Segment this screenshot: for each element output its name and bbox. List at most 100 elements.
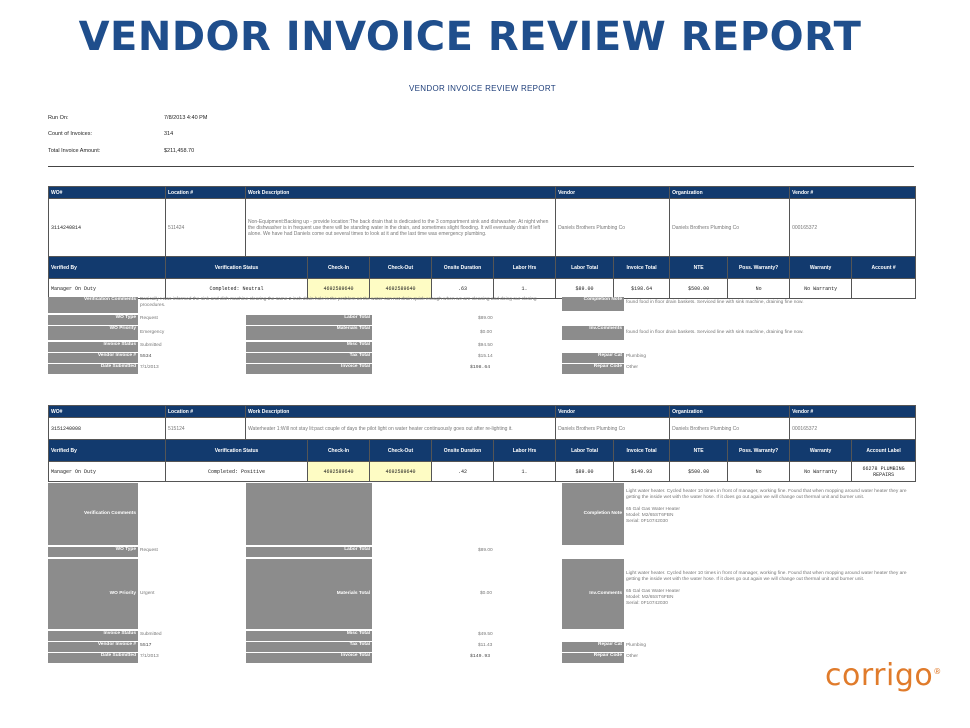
invoice-total-header: Invoice Total xyxy=(613,256,671,279)
vendor-name: Daniels Brothers Plumbing Co xyxy=(555,417,671,440)
record-2-header-row-2: Verified By Verification Status Check-In… xyxy=(48,439,917,462)
vendor-number: 000165372 xyxy=(789,198,917,257)
organization-header: Organization xyxy=(669,186,791,199)
location-header: Location # xyxy=(165,405,246,418)
invoice-status-label: Invoice Status xyxy=(48,631,138,641)
check-out-header: Check-Out xyxy=(369,439,432,462)
account-no-header: Account # xyxy=(851,256,917,279)
nte: $500.00 xyxy=(669,278,729,299)
misc-total-label: Misc Total xyxy=(246,342,372,352)
record-1-details: Verification Comments Basically I was in… xyxy=(48,297,915,377)
record-1-table: WO# Location # Work Description Vendor O… xyxy=(48,186,917,299)
inv-comments-line-3: Model: M2/65ST6FBN xyxy=(626,595,674,600)
check-out: 4692589640 xyxy=(369,278,432,299)
invoice-total-label: Invoice Total xyxy=(246,653,372,663)
completion-note: found food in floor drain baskets. Servi… xyxy=(626,300,804,305)
poss-warranty: No xyxy=(727,461,791,482)
misc-total-label: Misc Total xyxy=(246,631,372,641)
nte-header: NTE xyxy=(669,256,729,279)
repair-code-label: Repair Code xyxy=(562,653,624,663)
repair-cat-label: Repair Cat xyxy=(562,353,624,363)
labor-total-value: $89.00 xyxy=(478,316,493,321)
account-no xyxy=(851,278,917,299)
record-2-values-row: Manager On Duty Completed: Positive 4692… xyxy=(48,461,917,482)
wo-header: WO# xyxy=(48,405,166,418)
wo-header: WO# xyxy=(48,186,166,199)
record-1-values-row: Manager On Duty Completed: Neutral 46925… xyxy=(48,278,917,299)
wo-priority: Emergency xyxy=(140,330,165,335)
check-in-header: Check-In xyxy=(307,439,370,462)
wo-priority-label: WO Priority xyxy=(48,559,138,629)
completion-note: Light water heater. Cycled heater 10 tim… xyxy=(626,489,916,525)
verification-status: Completed: Neutral xyxy=(165,278,308,299)
completion-note-text: Light water heater. Cycled heater 10 tim… xyxy=(626,489,907,500)
vendor-header: Vendor xyxy=(555,186,671,199)
vendor-header: Vendor xyxy=(555,405,671,418)
materials-total-value: $0.00 xyxy=(480,330,493,335)
inv-comments-text: Light water heater. Cycled heater 10 tim… xyxy=(626,571,907,582)
tax-total-value: $15.14 xyxy=(478,354,493,359)
verification-status-header: Verification Status xyxy=(165,256,308,279)
run-on-value: 7/8/2013 4:40 PM xyxy=(164,115,208,121)
verification-comments: Basically I was informed the sink and di… xyxy=(140,297,537,308)
completion-note-label: Completion Note xyxy=(562,483,624,545)
wo-number[interactable]: 3114240814 xyxy=(48,198,166,257)
completion-note-line-3: Model: M2/65ST6FBN xyxy=(626,513,674,518)
account-no: 66278 xyxy=(862,465,878,472)
inv-comments-line-4: Serial: 0F10742030 xyxy=(626,601,668,606)
tax-total-label: Tax Total xyxy=(246,642,372,652)
check-out-header: Check-Out xyxy=(369,256,432,279)
verification-comments-label: Verification Comments xyxy=(48,297,138,313)
record-1-header-row-2: Verified By Verification Status Check-In… xyxy=(48,256,917,279)
labor-total-header: Labor Total xyxy=(555,256,615,279)
labor-hrs: 1. xyxy=(492,278,557,299)
warranty-header: Warranty xyxy=(789,439,853,462)
wo-type: Request xyxy=(140,548,158,553)
date-submitted-label: Date Submitted xyxy=(48,653,138,663)
labor-hrs: 1. xyxy=(492,461,557,482)
work-description-header: Work Description xyxy=(244,405,557,418)
record-1-info-row: 3114240814 511424 Non-Equipment:Backing … xyxy=(48,198,917,257)
report-subtitle: VENDOR INVOICE REVIEW REPORT xyxy=(409,84,556,93)
labor-total-label: Labor Total xyxy=(246,547,372,557)
poss-warranty-header: Poss. Warranty? xyxy=(727,439,791,462)
inv-comments-line-2: 65 Gal Gas Water Heater xyxy=(626,589,680,594)
verification-status: Completed: Positive xyxy=(165,461,308,482)
misc-total-value: $49.50 xyxy=(478,632,493,637)
vendor-number: 000165372 xyxy=(789,417,917,440)
location-header: Location # xyxy=(165,186,246,199)
labor-hrs-header: Labor Hrs xyxy=(492,256,557,279)
labor-total-value: $89.00 xyxy=(478,548,493,553)
verified-by-header: Verified By xyxy=(48,439,166,462)
check-in: 4692589640 xyxy=(307,461,370,482)
invoice-status: Submitted xyxy=(140,343,162,348)
record-2-info-row: 3151240008 515124 Waterheater 1:Will not… xyxy=(48,417,917,440)
inv-comments: Light water heater. Cycled heater 10 tim… xyxy=(626,571,916,607)
repair-code: Other xyxy=(626,654,638,659)
invoice-total-value: $149.93 xyxy=(470,654,491,659)
logo-text: corrigo xyxy=(825,658,934,693)
repair-code: Other xyxy=(626,365,638,370)
repair-cat: Plumbing xyxy=(626,643,646,648)
materials-total-label: Materials Total xyxy=(246,559,372,629)
record-2-details: Verification Comments WO Type Request WO… xyxy=(48,483,915,665)
warranty-header: Warranty xyxy=(789,256,853,279)
repair-cat-label: Repair Cat xyxy=(562,642,624,652)
verification-comments-fill xyxy=(246,483,372,545)
repair-code-label: Repair Code xyxy=(562,364,624,374)
tax-total-label: Tax Total xyxy=(246,353,372,363)
nte-header: NTE xyxy=(669,439,729,462)
date-submitted-label: Date Submitted xyxy=(48,364,138,374)
total-value: $211,458.70 xyxy=(164,148,195,154)
materials-total-value: $0.00 xyxy=(480,591,493,596)
location-number: 515124 xyxy=(165,417,246,440)
labor-total: $89.00 xyxy=(555,461,615,482)
invoice-total-value: $198.64 xyxy=(470,365,491,370)
wo-number[interactable]: 3151240008 xyxy=(48,417,166,440)
work-description-header: Work Description xyxy=(244,186,557,199)
onsite-duration-header: Onsite Duration xyxy=(431,256,494,279)
divider xyxy=(48,166,914,167)
wo-type-label: WO Type xyxy=(48,547,138,557)
date-submitted: 7/1/2013 xyxy=(140,365,159,370)
wo-type-label: WO Type xyxy=(48,315,138,325)
